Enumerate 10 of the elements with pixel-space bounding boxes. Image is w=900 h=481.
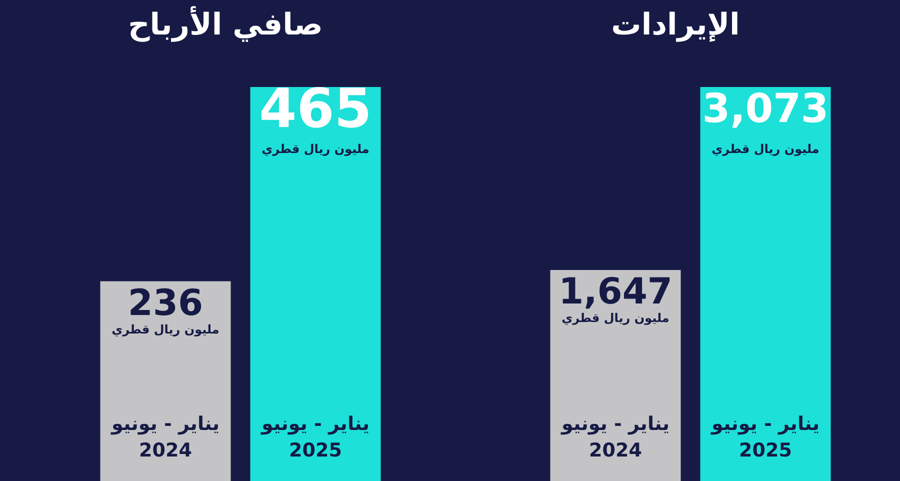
chart-title: صافي الأرباح xyxy=(128,6,323,42)
y-axis-title: مليون ريال قطري xyxy=(562,311,670,326)
y-axis-title: مليون ريال قطري xyxy=(112,322,220,336)
data-label: 1,647 xyxy=(558,272,672,313)
chart-title: الإيرادات xyxy=(611,8,740,42)
text: مليون ريال قطري xyxy=(712,142,820,156)
text: مليون ريال قطري xyxy=(262,142,370,156)
data-label: 465 xyxy=(259,76,372,140)
data-label: 236 xyxy=(128,282,204,324)
data-label: 3,073 xyxy=(702,86,829,132)
